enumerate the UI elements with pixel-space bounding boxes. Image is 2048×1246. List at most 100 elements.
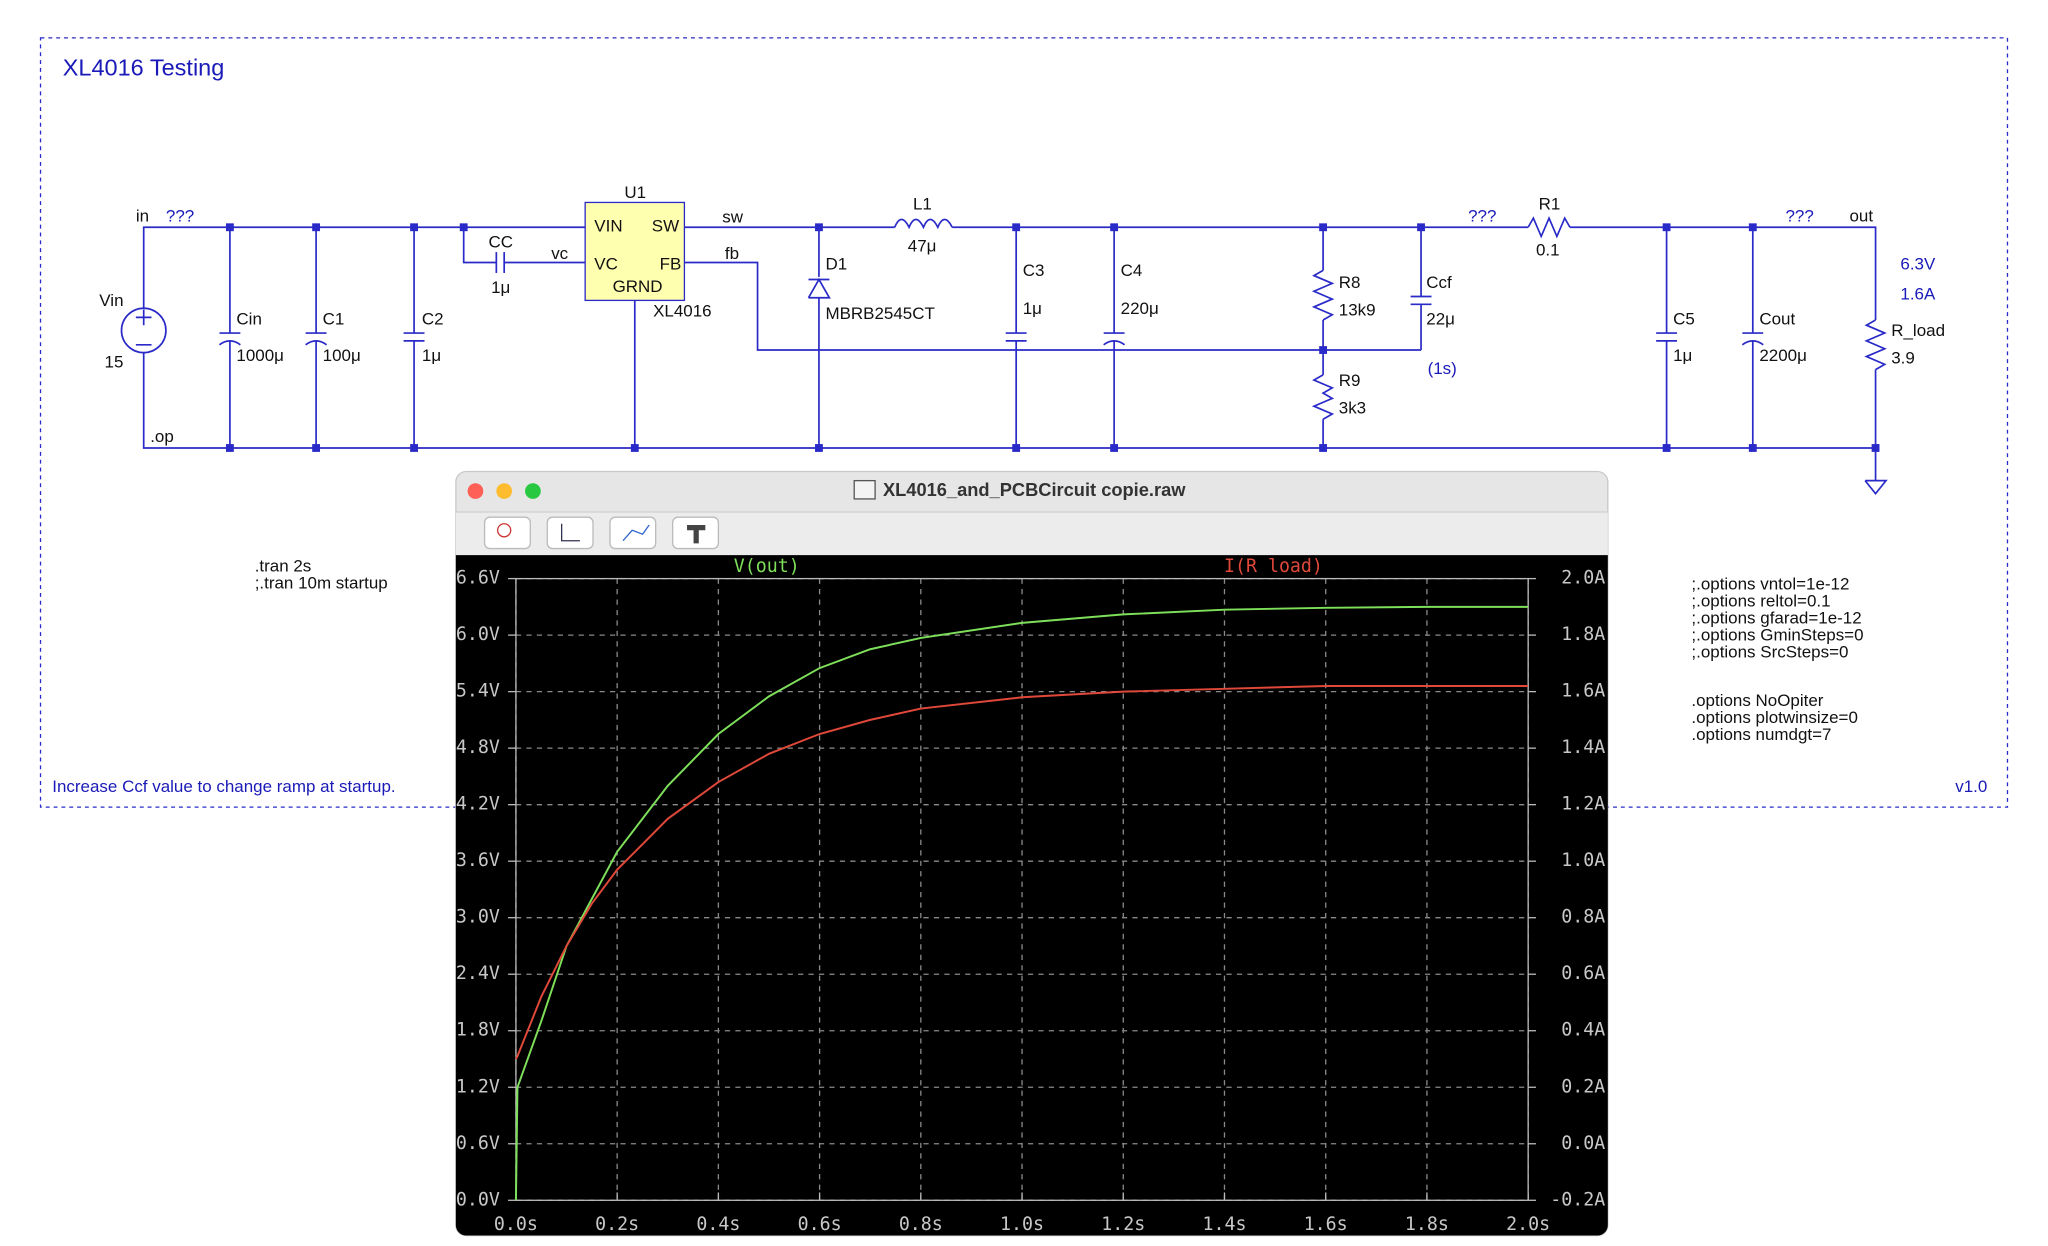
component-label: sw — [722, 208, 743, 227]
component-label: 100μ — [323, 346, 361, 365]
x-tick-label: 1.8s — [1405, 1214, 1449, 1235]
component-label: 0.1 — [1536, 240, 1560, 259]
spice-option: ;.options vntol=1e-12 — [1691, 575, 1849, 594]
tool-icon — [687, 525, 706, 544]
junction — [459, 223, 468, 232]
tool-zoom-button[interactable] — [483, 516, 531, 550]
y-tick-label: 1.8V — [456, 1020, 500, 1041]
y2-tick-label: 1.0A — [1561, 850, 1605, 871]
y2-tick-label: 0.0A — [1561, 1133, 1605, 1154]
component-label: 220μ — [1121, 299, 1159, 318]
y2-tick-label: 2.0A — [1561, 568, 1605, 589]
component-label: ??? — [1785, 206, 1813, 225]
schematic-labels: in ???Vin15.opCin1000μC1100μC21μCC1μvcU1V… — [99, 183, 1945, 744]
y-tick-label: 4.8V — [456, 737, 500, 758]
frame — [39, 37, 2009, 808]
component-label: 1μ — [491, 278, 510, 297]
schematic-wires — [120, 201, 1888, 496]
tool-icon — [622, 524, 650, 542]
close-button[interactable] — [467, 483, 484, 499]
component-label: 15 — [105, 353, 124, 372]
minimize-button[interactable] — [496, 483, 513, 499]
component-label: C1 — [323, 309, 345, 328]
version: v1.0 — [1955, 777, 1987, 796]
junction — [1319, 346, 1328, 354]
junction — [815, 223, 823, 232]
y-tick-label: 0.0V — [456, 1189, 500, 1210]
y-tick-label: 0.6V — [456, 1133, 500, 1154]
junction — [1748, 223, 1757, 232]
y-tick-label: 6.0V — [456, 624, 500, 645]
y-tick-label: 3.0V — [456, 907, 500, 928]
component-label: 1.6A — [1900, 285, 1936, 304]
tool-autorange-button[interactable] — [546, 516, 594, 550]
spice-directive: ;.tran 10m startup — [255, 573, 388, 592]
component-label: SW — [652, 217, 679, 236]
junction — [1319, 223, 1328, 232]
junction — [1319, 444, 1328, 452]
note: Increase Ccf value to change ramp at sta… — [52, 777, 395, 796]
component-label: R_load — [1891, 321, 1945, 340]
component-label: R9 — [1339, 371, 1361, 390]
component-label: 47μ — [908, 236, 937, 255]
tool-icon — [560, 523, 580, 542]
junction — [410, 444, 418, 452]
component-label: 13k9 — [1339, 300, 1376, 319]
y2-tick-label: 0.6A — [1561, 963, 1605, 984]
component-label: 3.9 — [1891, 349, 1915, 368]
component-label: .op — [150, 427, 174, 446]
component-label: 1μ — [1673, 346, 1692, 365]
junction — [815, 444, 823, 452]
x-tick-label: 0.8s — [899, 1214, 943, 1235]
junction — [312, 444, 321, 452]
component-label: C5 — [1673, 309, 1695, 328]
y-tick-label: 6.6V — [456, 568, 500, 589]
component-label: 22μ — [1426, 309, 1455, 328]
zoom-button[interactable] — [525, 483, 541, 499]
y2-tick-label: 1.8A — [1561, 624, 1605, 645]
component-label: XL4016 — [653, 302, 712, 321]
component-label: vc — [551, 244, 568, 263]
component-label: Cin — [236, 309, 261, 328]
junction — [1110, 444, 1119, 452]
junction — [1012, 223, 1021, 232]
junction — [1871, 444, 1880, 452]
component-label: C4 — [1121, 261, 1143, 280]
x-tick-label: 1.2s — [1101, 1214, 1145, 1235]
spice-option: .options plotwinsize=0 — [1691, 708, 1857, 727]
junction — [1662, 444, 1671, 452]
component-label: FB — [660, 255, 682, 274]
component-label: Cout — [1759, 309, 1795, 328]
tool-icon — [496, 523, 512, 538]
component-label: Vin — [99, 291, 123, 310]
waveform-window: XL4016_and_PCBCircuit copie.raw — [455, 470, 1609, 1237]
junction — [1110, 223, 1119, 232]
plot: 0.0s 0.2s 0.4s 0.6s 0.8s 1.0s 1.2s 1.4s 1.6s 1.8s… — [456, 556, 1605, 1235]
y2-tick-label: 1.6A — [1561, 681, 1605, 702]
spice-directive: .tran 2s — [255, 556, 312, 575]
component-label: 1000μ — [236, 346, 284, 365]
spice-option: .options numdgt=7 — [1691, 725, 1831, 744]
junction — [225, 444, 234, 452]
tool-fft-button[interactable] — [609, 516, 657, 550]
legend-entry: I(R load) — [1224, 556, 1323, 577]
junction — [312, 223, 321, 232]
y-tick-label: 3.6V — [456, 850, 500, 871]
y-tick-label: 5.4V — [456, 681, 500, 702]
spice-option: ;.options gfarad=1e-12 — [1691, 609, 1861, 628]
trace — [514, 605, 1529, 1201]
x-tick-label: 2.0s — [1506, 1214, 1550, 1235]
component-label: 1μ — [1023, 299, 1042, 318]
component-label: L1 — [913, 195, 932, 214]
legend-entry: V(out) — [734, 556, 800, 577]
component-label: R8 — [1339, 273, 1361, 292]
component-label: Ccf — [1426, 273, 1452, 292]
file-icon — [853, 479, 876, 500]
component-label: C2 — [422, 309, 444, 328]
spice-option: ;.options reltol=0.1 — [1691, 592, 1830, 611]
x-tick-label: 0.2s — [595, 1214, 639, 1235]
component-label: R1 — [1539, 195, 1561, 214]
component-label: fb — [725, 244, 739, 263]
